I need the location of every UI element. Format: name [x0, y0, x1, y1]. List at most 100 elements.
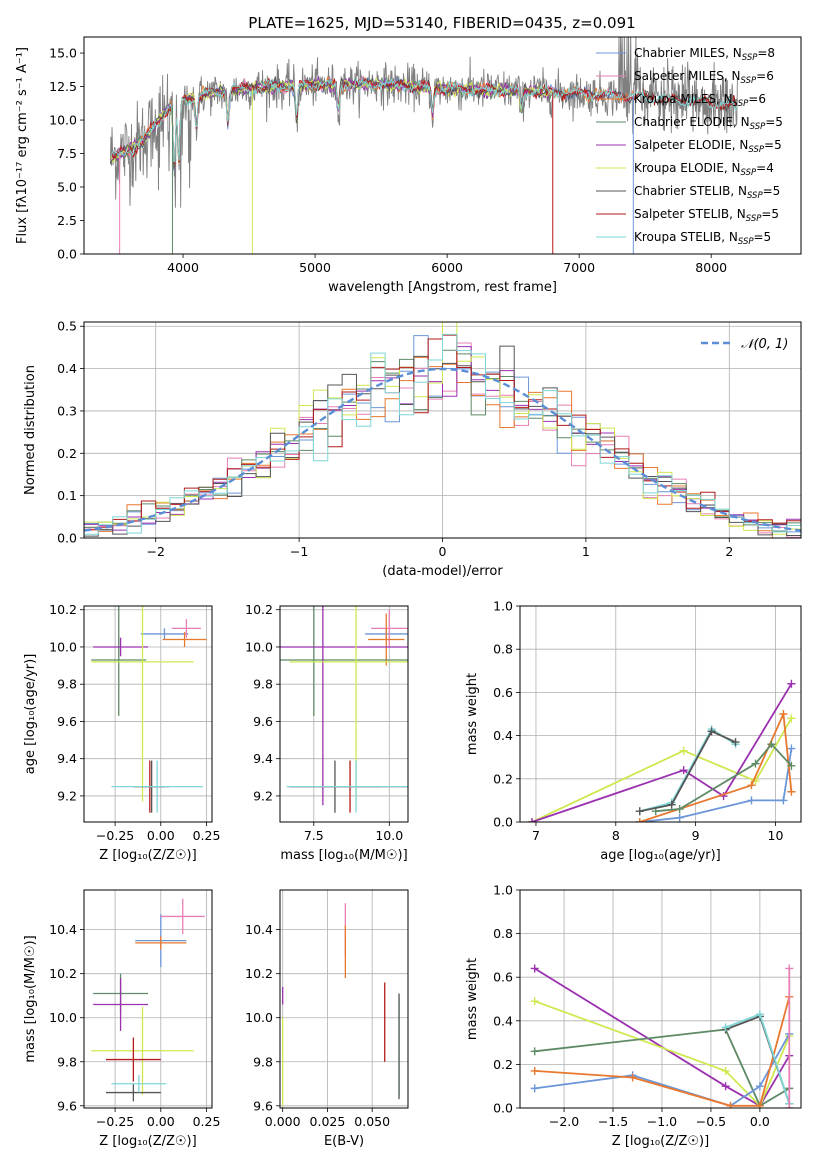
x-tick-label: 8	[612, 828, 620, 843]
series-line-kroupa-elodie	[531, 717, 793, 822]
x-tick-label: 10.0	[375, 828, 403, 843]
x-tick-label: −1	[290, 544, 308, 559]
y-tick-label: 0.6	[493, 970, 513, 985]
y-tick-label: 9.4	[253, 751, 273, 766]
y-tick-label: 1.0	[493, 883, 513, 898]
x-tick-label: 0.000	[265, 1114, 301, 1129]
axes-frame	[83, 605, 213, 823]
y-tick-label: 7.5	[57, 146, 77, 161]
y-tick-label: 0.4	[57, 361, 77, 376]
y-tick-label: 0.8	[493, 642, 513, 657]
series-marker-kroupa-miles	[755, 1101, 764, 1108]
x-axis-label: E(B-V)	[324, 1134, 364, 1149]
x-tick-label: −1.5	[598, 1114, 628, 1129]
figure-title: PLATE=1625, MJD=53140, FIBERID=0435, z=0…	[248, 14, 635, 32]
legend-label-salpeter-stelib: Salpeter STELIB, NSSP=5	[634, 207, 779, 224]
axes-frame	[83, 321, 802, 539]
series-marker-chabrier-elodie	[675, 805, 684, 814]
series-marker-chabrier-stelib	[707, 727, 716, 736]
series-marker-kroupa-miles	[779, 710, 788, 718]
x-tick-label: −2	[146, 544, 164, 559]
y-tick-label: 0.2	[493, 771, 513, 786]
y-tick-label: 9.6	[253, 714, 273, 729]
y-tick-label: 9.6	[57, 1098, 77, 1113]
panel-age_vs_mass: 7.5 10.0 9.2 9.4 9.6 9.8 10.0 10.2 mass [log₁₀(M…	[245, 602, 409, 863]
series-marker-chabrier-stelib	[667, 800, 676, 809]
x-tick-label: 7.5	[304, 828, 324, 843]
series-marker-kroupa-miles	[628, 1073, 637, 1082]
y-tick-label: 0.4	[493, 1013, 513, 1028]
series-marker-salpeter-elodie	[679, 766, 688, 775]
series-marker-chabrier-elodie	[751, 759, 760, 768]
y-tick-label: 0.8	[493, 926, 513, 941]
y-tick-label: 10.2	[49, 966, 77, 981]
x-axis-label: (data-model)/error	[382, 564, 503, 579]
x-tick-label: 10	[768, 828, 784, 843]
legend-label-kroupa-stelib: Kroupa STELIB, NSSP=5	[634, 230, 771, 247]
panel-massweight_vs_Z: −2.0 −1.5 −1.0 −0.5 0.0 0.0 0.2 0.4 0.6 0.8 1.0 Z […	[465, 883, 802, 1149]
series-marker-kroupa-elodie	[721, 1066, 730, 1075]
y-tick-label: 9.2	[253, 788, 273, 803]
panel-age_vs_Z: −0.25 0.00 0.25 9.2 9.4 9.6 9.8 10.0 10.2 Z [log₁…	[23, 602, 221, 863]
x-tick-label: 2	[725, 544, 733, 559]
y-axis-label: Flux [fλ10⁻¹⁷ erg cm⁻² s⁻¹ A⁻¹]	[15, 47, 30, 244]
series-marker-chabrier-elodie	[787, 761, 796, 770]
x-axis-label: age [log₁₀(age/yr)]	[600, 848, 721, 863]
y-tick-label: 10.0	[49, 113, 77, 128]
series-marker-kroupa-elodie	[679, 746, 688, 755]
series-marker-salpeter-elodie	[787, 679, 796, 688]
series-marker-kroupa-miles	[530, 1066, 539, 1075]
series-line-salpeter-elodie	[534, 967, 791, 1108]
y-axis-label: Normed distribution	[23, 365, 38, 495]
y-tick-label: 2.5	[57, 213, 77, 228]
y-tick-label: 10.4	[49, 922, 77, 937]
series-marker-chabrier-elodie	[530, 1047, 539, 1056]
legend-label-chabrier-miles: Chabrier MILES, NSSP=8	[634, 46, 775, 63]
panel-massweight_vs_age: 7 8 9 10 0.0 0.2 0.4 0.6 0.8 1.0 age [log₁₀(age/yr…	[465, 599, 802, 863]
x-tick-label: −2.0	[549, 1114, 579, 1129]
x-tick-label: 0.00	[147, 1114, 175, 1129]
series-marker-kroupa-stelib	[721, 1023, 730, 1032]
y-tick-label: 0.6	[493, 685, 513, 700]
x-tick-label: −1.0	[647, 1114, 677, 1129]
series-marker-salpeter-miles	[785, 1104, 794, 1108]
axes-frame	[279, 889, 409, 1109]
x-axis-label: Z [log₁₀(Z/Z☉)]	[99, 1134, 196, 1149]
axes-frame	[279, 605, 409, 823]
axes-frame	[519, 889, 802, 1109]
plot-area	[280, 606, 408, 813]
x-axis-label: Z [log₁₀(Z/Z☉)]	[99, 848, 196, 863]
x-tick-label: 0.25	[193, 828, 221, 843]
y-tick-label: 10.0	[245, 1010, 273, 1025]
y-tick-label: 9.4	[57, 751, 77, 766]
y-tick-label: 1.0	[493, 599, 513, 614]
series-marker-kroupa-miles	[747, 781, 756, 790]
y-tick-label: 12.5	[49, 79, 77, 94]
x-tick-label: 5000	[299, 260, 331, 275]
y-tick-label: 0.3	[57, 403, 77, 418]
y-tick-label: 0.5	[57, 319, 77, 334]
series-marker-chabrier-elodie	[767, 740, 776, 749]
legend-label-gaussian: 𝒩(0, 1)	[741, 337, 788, 352]
model-line-chabrier-stelib	[109, 76, 738, 170]
y-tick-label: 0.2	[57, 446, 77, 461]
x-tick-label: 0.050	[354, 1114, 390, 1129]
series-marker-chabrier-miles	[747, 796, 756, 805]
y-axis-label: age [log₁₀(age/yr)]	[23, 654, 38, 775]
series-marker-salpeter-elodie	[721, 1082, 730, 1091]
series-marker-chabrier-miles	[787, 744, 796, 753]
y-tick-label: 9.8	[253, 1054, 273, 1069]
y-tick-label: 9.8	[253, 677, 273, 692]
y-tick-label: 9.6	[253, 1098, 273, 1113]
x-tick-label: 0.00	[147, 828, 175, 843]
series-marker-salpeter-miles	[785, 964, 794, 973]
y-tick-label: 9.2	[57, 788, 77, 803]
x-tick-label: 8000	[695, 260, 727, 275]
series-marker-chabrier-miles	[530, 1084, 539, 1093]
y-tick-label: 5.0	[57, 180, 77, 195]
plot-area	[91, 898, 205, 1102]
y-tick-label: 0.0	[493, 815, 513, 830]
series-marker-chabrier-miles	[779, 796, 788, 805]
y-tick-label: 9.8	[57, 677, 77, 692]
